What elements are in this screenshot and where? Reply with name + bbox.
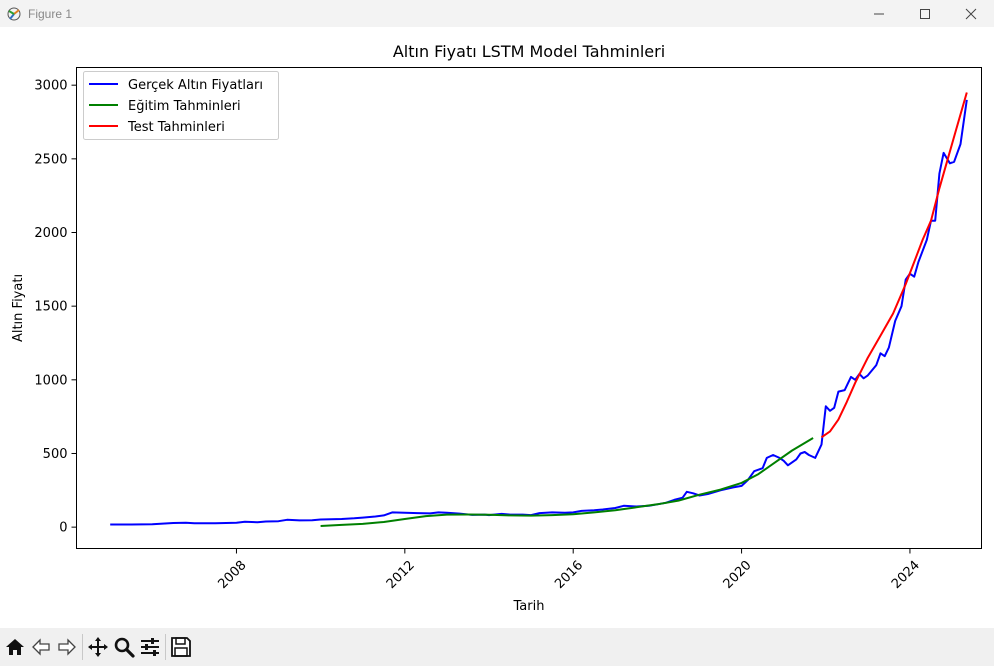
series-line-2	[820, 92, 968, 439]
legend: Gerçek Altın Fiyatları Eğitim Tahminleri T…	[83, 71, 279, 140]
y-tick-label: 1500	[34, 300, 67, 315]
legend-label: Test Tahminleri	[127, 120, 225, 135]
x-tick-label: 2024	[889, 558, 923, 592]
save-button[interactable]	[168, 632, 194, 662]
chart: Altın Fiyatı LSTM Model Tahminleri 0 500 1…	[11, 42, 982, 614]
y-axis-label: Altın Fiyatı	[11, 274, 26, 342]
figure-canvas[interactable]: Altın Fiyatı LSTM Model Tahminleri 0 500 1…	[0, 27, 994, 628]
toolbar-separator	[82, 634, 83, 660]
series-line-0	[110, 99, 968, 526]
back-icon	[32, 638, 50, 656]
pan-button[interactable]	[85, 632, 111, 662]
x-axis-label: Tarih	[513, 599, 545, 614]
series-line-1	[320, 437, 814, 527]
forward-button[interactable]	[54, 632, 80, 662]
minimize-button[interactable]	[856, 0, 902, 27]
configure-subplots-button[interactable]	[137, 632, 163, 662]
x-tick-label: 2012	[384, 558, 418, 592]
configure-icon	[141, 638, 159, 656]
home-button[interactable]	[2, 632, 28, 662]
navigation-toolbar	[0, 628, 994, 666]
legend-label: Gerçek Altın Fiyatları	[128, 78, 263, 93]
y-tick-label: 2000	[34, 226, 67, 241]
save-icon	[171, 637, 191, 657]
maximize-icon	[920, 8, 930, 19]
home-icon	[6, 639, 24, 655]
y-tick-label: 1000	[34, 373, 67, 388]
x-tick-label: 2020	[721, 558, 755, 592]
y-tick-label: 2500	[34, 152, 67, 167]
back-button[interactable]	[28, 632, 54, 662]
close-button[interactable]	[948, 0, 994, 27]
close-icon	[965, 8, 977, 19]
toolbar-separator	[165, 634, 166, 660]
window-title: Figure 1	[28, 6, 73, 21]
x-tick-label: 2016	[552, 558, 586, 592]
chart-title: Altın Fiyatı LSTM Model Tahminleri	[393, 42, 665, 61]
forward-icon	[58, 638, 76, 656]
window-titlebar: Figure 1	[0, 0, 994, 27]
y-tick-label: 500	[43, 447, 68, 462]
matplotlib-app-icon	[6, 6, 22, 22]
plot-frame	[76, 67, 982, 549]
legend-box	[83, 71, 279, 140]
minimize-icon	[874, 13, 884, 14]
legend-label: Eğitim Tahminleri	[128, 99, 241, 114]
y-tick-label: 3000	[34, 79, 67, 94]
maximize-button[interactable]	[902, 0, 948, 27]
x-tick-label: 2008	[215, 558, 249, 592]
zoom-icon	[114, 637, 135, 658]
y-tick-label: 0	[59, 521, 67, 536]
zoom-button[interactable]	[111, 632, 137, 662]
pan-icon	[88, 637, 108, 657]
